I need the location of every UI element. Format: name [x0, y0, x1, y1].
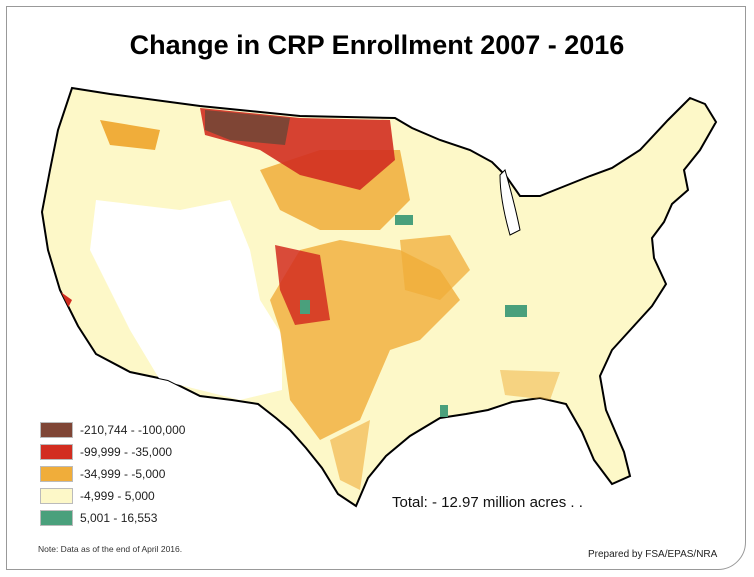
region-washington: [100, 120, 160, 150]
region-southeast: [500, 370, 560, 400]
legend-swatch: [40, 444, 73, 460]
region-colorado-kansas: [275, 245, 330, 325]
region-gain-colorado: [300, 300, 310, 314]
region-southwest-low-change: [90, 200, 282, 400]
region-iowa-missouri: [400, 235, 470, 300]
map-frame: [6, 6, 746, 570]
legend-label: -210,744 - -100,000: [80, 423, 186, 437]
total-change-label: Total: - 12.97 million acres . .: [392, 494, 583, 511]
legend-item: -210,744 - -100,000: [40, 419, 185, 441]
legend-item: 5,001 - 16,553: [40, 507, 185, 529]
legend-label: -34,999 - -5,000: [80, 467, 166, 481]
legend-swatch: [40, 422, 73, 438]
region-gain-minnesota: [395, 215, 413, 225]
legend-swatch: [40, 488, 73, 504]
map-legend: -210,744 - -100,000 -99,999 - -35,000 -3…: [40, 419, 185, 529]
region-gain-mississippi: [440, 405, 448, 417]
legend-label: -99,999 - -35,000: [80, 445, 173, 459]
prepared-by-credit: Prepared by FSA/EPAS/NRA: [588, 549, 718, 560]
legend-swatch: [40, 510, 73, 526]
legend-label: 5,001 - 16,553: [80, 511, 158, 525]
region-south-texas: [330, 420, 370, 490]
legend-item: -34,999 - -5,000: [40, 463, 185, 485]
legend-item: -99,999 - -35,000: [40, 441, 185, 463]
legend-label: -4,999 - 5,000: [80, 489, 155, 503]
map-title: Change in CRP Enrollment 2007 - 2016: [129, 30, 625, 60]
data-note: Note: Data as of the end of April 2016.: [38, 544, 183, 554]
region-highest-loss-montana: [205, 110, 290, 145]
lake-michigan: [499, 169, 521, 236]
legend-item: -4,999 - 5,000: [40, 485, 185, 507]
region-gain-kentucky: [505, 305, 527, 317]
legend-swatch: [40, 466, 73, 482]
